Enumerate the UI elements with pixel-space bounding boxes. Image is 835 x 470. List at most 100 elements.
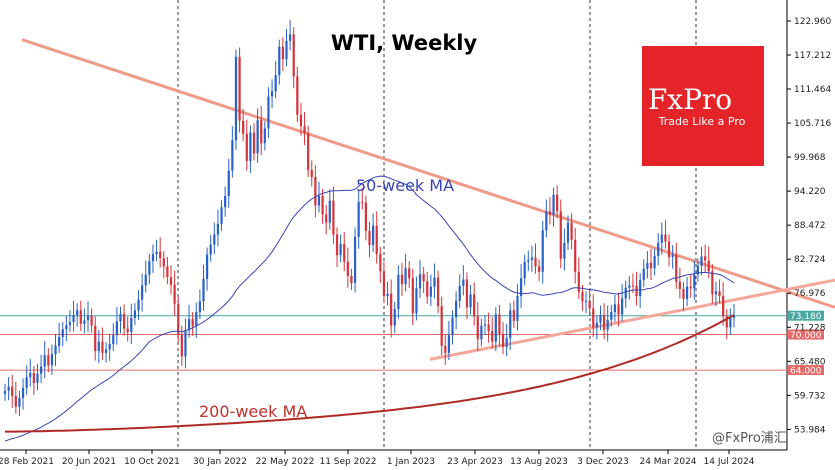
candle-body — [122, 313, 126, 329]
candle-body — [429, 286, 432, 297]
candle-body — [130, 317, 133, 333]
candle-body — [133, 310, 137, 318]
candle-body — [566, 222, 570, 243]
x-tick-label: 23 Apr 2023 — [447, 457, 503, 467]
candle-body — [498, 314, 501, 334]
candle-body — [523, 261, 526, 279]
candle-body — [184, 330, 187, 357]
ma200-label: 200-week MA — [199, 402, 307, 421]
candle-body — [256, 120, 259, 154]
candle-body — [732, 315, 736, 318]
candle-body — [346, 261, 349, 276]
chart-title: WTI, Weekly — [331, 31, 478, 55]
candle-body — [76, 310, 79, 315]
candle-body — [693, 274, 696, 289]
candle-body — [169, 277, 173, 285]
x-tick-label: 20 Jun 2021 — [62, 457, 116, 467]
candle-body — [682, 288, 685, 300]
candle-body — [480, 325, 483, 340]
candle-body — [166, 266, 169, 278]
candle-body — [501, 333, 505, 347]
candle-body — [505, 338, 508, 347]
candle-body — [317, 195, 321, 206]
candle-body — [613, 304, 617, 313]
candle-body — [115, 321, 118, 336]
candle-body — [534, 257, 537, 267]
candle-body — [3, 390, 7, 394]
candle-body — [144, 274, 147, 286]
candle-body — [274, 75, 277, 92]
candle-body — [314, 177, 317, 206]
candle-body — [343, 243, 346, 262]
candle-body — [310, 169, 313, 178]
y-tick-label: 59.732 — [794, 391, 826, 401]
candle-body — [148, 261, 151, 275]
candle-body — [725, 316, 728, 328]
candle-body — [588, 300, 591, 309]
candle-body — [303, 126, 306, 134]
candle-body — [671, 254, 674, 257]
candle-body — [39, 366, 43, 374]
candle-body — [400, 274, 404, 285]
candle-body — [224, 195, 227, 208]
x-tick-label: 13 Aug 2023 — [510, 457, 568, 467]
candle-body — [72, 315, 75, 323]
candle-body — [238, 56, 241, 121]
candle-body — [545, 211, 548, 231]
candle-body — [664, 234, 667, 242]
candle-body — [411, 278, 414, 314]
candle-body — [408, 268, 411, 279]
candle-body — [151, 254, 155, 262]
candle-body — [599, 315, 602, 323]
candle-body — [649, 262, 653, 269]
candle-body — [548, 211, 552, 215]
y-ticks: 122.960 117.212 111.464 105.716 99.968 94.220… — [787, 17, 831, 435]
candle-body — [191, 319, 194, 327]
candle-body — [559, 211, 562, 259]
candle-body — [487, 324, 490, 331]
x-tick-label: 1 Jan 2023 — [387, 457, 435, 467]
candle-body — [202, 278, 205, 302]
candle-body — [321, 195, 324, 215]
candle-body — [422, 274, 425, 282]
candle-body — [90, 315, 93, 326]
candle-body — [563, 242, 566, 259]
candle-body — [242, 120, 245, 134]
candle-body — [541, 230, 544, 272]
candle-body — [14, 396, 17, 407]
candle-body — [288, 34, 292, 41]
y-tick-label: 105.716 — [794, 119, 831, 129]
candle-body — [307, 133, 310, 170]
candle-body — [180, 335, 183, 357]
y-tick-label: 65.480 — [794, 357, 826, 367]
candle-body — [375, 225, 378, 255]
candle-body — [216, 223, 220, 235]
candle-body — [141, 285, 144, 300]
candle-body — [685, 286, 689, 300]
candle-body — [18, 397, 21, 407]
y-tick-label: 76.976 — [794, 289, 826, 299]
candle-body — [617, 304, 620, 315]
candle-body — [483, 324, 487, 326]
candle-body — [213, 234, 216, 245]
y-tick-label: 88.472 — [794, 221, 826, 231]
candle-body — [610, 312, 613, 320]
candle-body — [512, 310, 515, 321]
candle-body — [519, 278, 523, 297]
candle-body — [104, 349, 108, 353]
candle-body — [473, 294, 476, 317]
candle-body — [678, 281, 681, 289]
trendline-descending — [21, 38, 835, 309]
candle-body — [21, 387, 25, 398]
candle-body — [675, 254, 678, 282]
candle-body — [714, 291, 718, 295]
candle-body — [7, 386, 10, 391]
candle-body — [570, 222, 573, 240]
candle-body — [252, 132, 256, 154]
candle-body — [364, 202, 368, 231]
candle-body — [382, 271, 386, 297]
x-tick-label: 24 Mar 2024 — [639, 457, 696, 467]
candle-body — [516, 296, 519, 321]
candle-body — [278, 46, 281, 76]
